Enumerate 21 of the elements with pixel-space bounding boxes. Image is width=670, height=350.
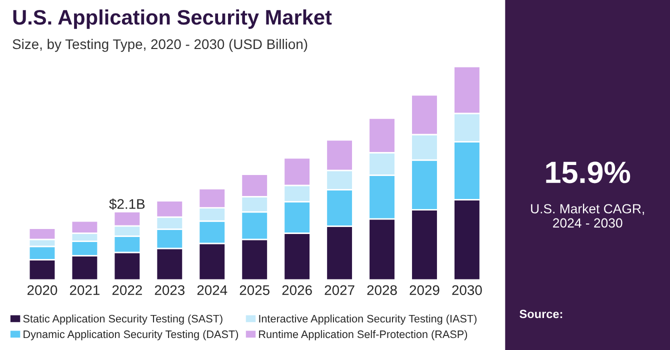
legend-label: Dynamic Application Security Testing (DAST) — [24, 330, 238, 340]
x-tick-label: 2024 — [197, 285, 228, 296]
x-tick-label: 2025 — [240, 285, 270, 296]
x-tick-label: 2030 — [452, 285, 482, 296]
legend-label: Interactive Application Security Testing (IAST) — [259, 314, 476, 325]
legend-label: Static Application Security Testing (SAST) — [23, 314, 222, 325]
x-tick-label: 2026 — [282, 285, 312, 296]
source-note: Source: — [520, 310, 562, 318]
x-tick-label: 2028 — [367, 285, 397, 296]
chart-title: U.S. Application Security Market — [13, 9, 332, 29]
x-tick-label: 2027 — [324, 285, 354, 296]
text: 15.9% — [546, 162, 630, 184]
x-tick-label: 2022 — [112, 285, 142, 296]
x-tick-label: 2029 — [410, 285, 440, 296]
legend-label: Runtime Application Self-Protection (RASP) — [259, 330, 468, 340]
chart-subtitle: Size, by Testing Type, 2020 - 2030 (USD Billion) — [12, 38, 308, 52]
x-tick-label: 2023 — [154, 285, 184, 296]
x-tick-label: 2020 — [27, 285, 58, 296]
text: U.S. Market CAGR, 2024 - 2030 — [531, 204, 644, 228]
x-tick-label: 2021 — [70, 285, 100, 296]
annotation: $2.1B — [109, 198, 145, 210]
